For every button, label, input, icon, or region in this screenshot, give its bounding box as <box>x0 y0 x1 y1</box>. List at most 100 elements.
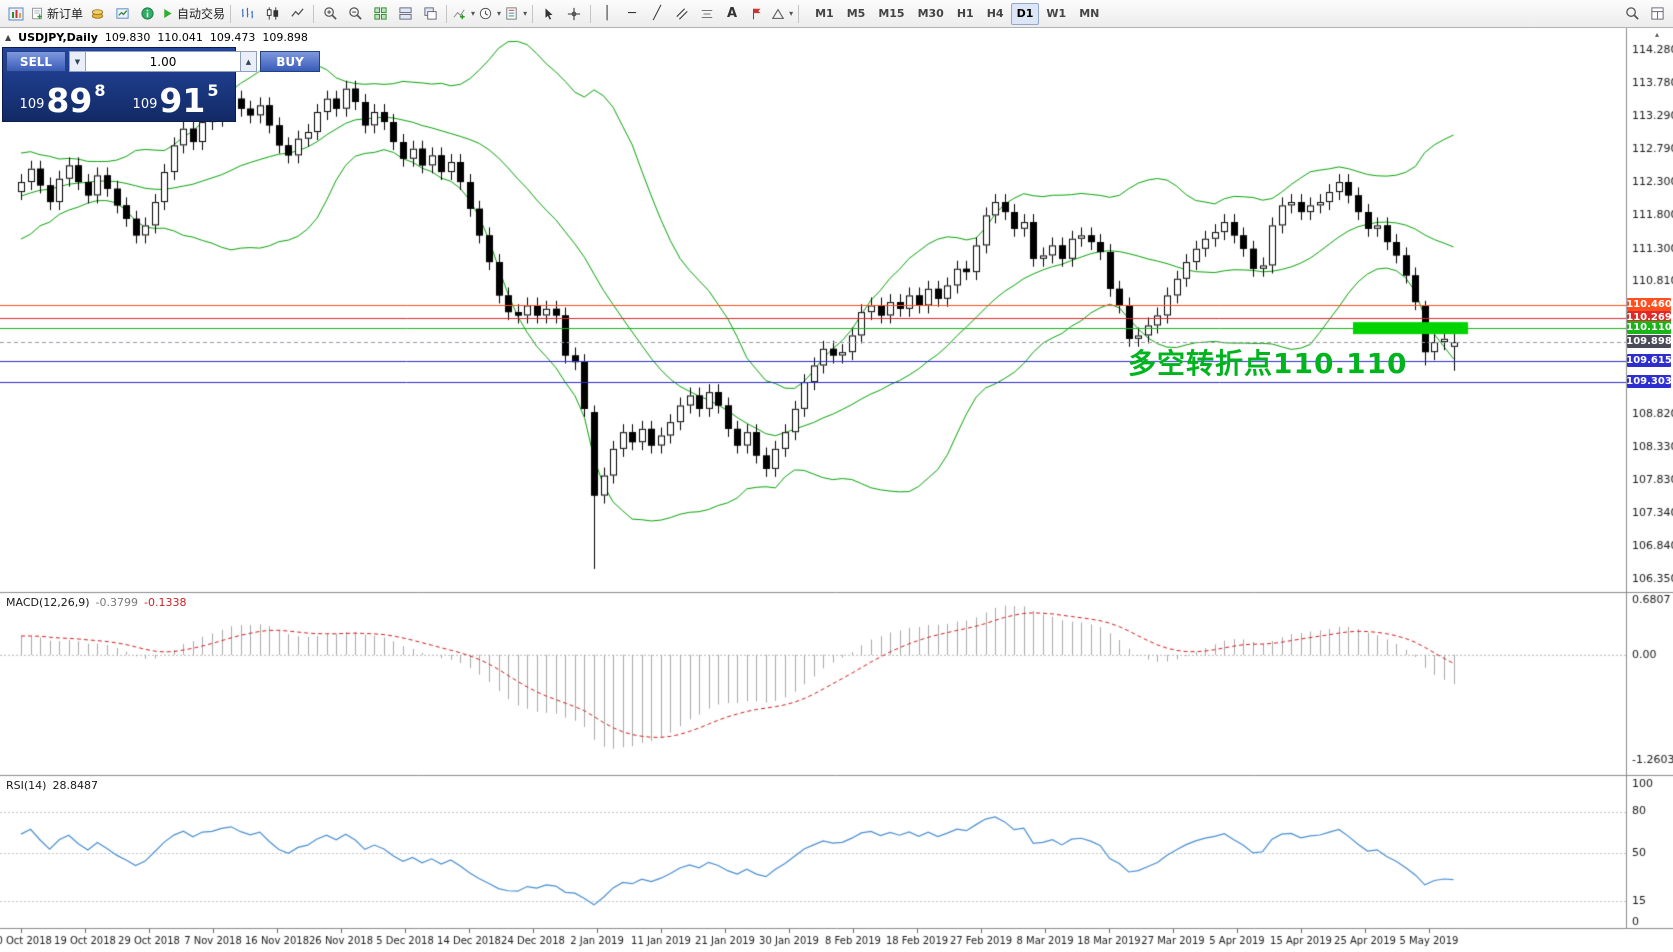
buy-button[interactable]: BUY <box>260 51 320 72</box>
rsi-name: RSI(14) <box>6 779 47 792</box>
price-tag-109.615: 109.615 <box>1626 354 1672 368</box>
periods-button[interactable]: ▾ <box>477 3 502 25</box>
new-order-icon <box>30 6 44 21</box>
indicators-icon <box>452 6 467 21</box>
timeframe-M5[interactable]: M5 <box>846 7 866 20</box>
horizontal-line-button[interactable]: ─ <box>620 3 644 25</box>
timeframe-M30[interactable]: M30 <box>917 7 944 20</box>
trendline-icon: ╱ <box>653 6 661 21</box>
timeframe-D1[interactable]: D1 <box>1010 2 1040 25</box>
toolbar-separator <box>590 4 592 23</box>
navigator-button[interactable] <box>135 3 159 25</box>
buy-price-main: 91 <box>159 80 206 120</box>
timeframe-group: M1 M5 M15 M30 H1 H4 D1 W1 MN <box>809 2 1105 25</box>
crosshair-button[interactable] <box>562 3 586 25</box>
market-watch-button[interactable] <box>85 3 109 25</box>
bar-chart-button[interactable] <box>235 3 259 25</box>
search-icon <box>1625 6 1640 21</box>
timeframe-W1[interactable]: W1 <box>1046 7 1067 20</box>
symbol-title: USDJPY,Daily <box>18 31 98 44</box>
candlestick-chart-button[interactable] <box>260 3 284 25</box>
vertical-line-icon: │ <box>603 6 611 21</box>
ohlc-high: 110.041 <box>157 31 203 44</box>
chart-window-icon <box>115 6 130 21</box>
timeframe-M1[interactable]: M1 <box>815 7 834 20</box>
clock-icon <box>478 6 493 21</box>
toolbar-separator <box>798 4 800 23</box>
auto-trading-label: 自动交易 <box>177 7 226 21</box>
price-tag-109.898: 109.898 <box>1626 335 1672 349</box>
zoom-out-button[interactable] <box>343 3 367 25</box>
trendline-button[interactable]: ╱ <box>645 3 669 25</box>
data-window-button[interactable] <box>110 3 134 25</box>
macd-label-row: MACD(12,26,9) -0.3799 -0.1338 <box>6 596 186 609</box>
auto-arrange-button[interactable] <box>368 3 392 25</box>
symbol-info-line: ▲ USDJPY,Daily 109.830 110.041 109.473 1… <box>5 31 308 44</box>
scale-marker-icon[interactable]: ▴ <box>1655 30 1660 39</box>
main-toolbar: 新订单 自动交易 <box>0 0 1673 28</box>
ohlc-low: 109.473 <box>209 31 256 44</box>
crosshair-icon <box>567 7 581 21</box>
volume-input[interactable] <box>86 51 240 72</box>
horizontal-line-icon: ─ <box>628 6 636 21</box>
indicators-button[interactable]: ▾ <box>451 3 476 25</box>
timeframe-H4[interactable]: H4 <box>986 7 1004 20</box>
toolbar-separator <box>313 4 315 23</box>
new-order-button[interactable]: 新订单 <box>29 3 84 25</box>
cascade-windows-icon <box>423 6 438 21</box>
coins-icon <box>90 6 105 21</box>
buy-price[interactable]: 109 91 5 <box>119 72 232 118</box>
macd-main-value: -0.3799 <box>95 596 139 609</box>
info-icon <box>140 6 155 21</box>
one-click-collapse-icon[interactable]: ▲ <box>5 33 12 42</box>
timeframe-MN[interactable]: MN <box>1079 7 1100 20</box>
sell-price-prefix: 109 <box>19 97 45 112</box>
turning-point-annotation: 多空转折点110.110 <box>1128 347 1408 380</box>
auto-trading-button[interactable]: 自动交易 <box>160 3 226 25</box>
cursor-icon <box>542 7 556 21</box>
price-tag-container: 110.460 110.269 110.110 109.898 109.615 109.3… <box>1626 0 1672 952</box>
templates-button[interactable]: ▾ <box>503 3 528 25</box>
text-icon: A <box>727 6 738 21</box>
mt4-logo-icon <box>8 7 24 20</box>
text-button[interactable]: A <box>720 3 744 25</box>
cursor-button[interactable] <box>537 3 561 25</box>
template-icon <box>504 6 519 21</box>
zoom-in-button[interactable] <box>318 3 342 25</box>
fibonacci-button[interactable] <box>695 3 719 25</box>
price-tag-110.460: 110.460 <box>1626 297 1672 311</box>
price-tag-110.110: 110.110 <box>1626 321 1672 335</box>
line-chart-button[interactable] <box>285 3 309 25</box>
volume-stepper: ▼ ▲ <box>69 51 257 72</box>
zoom-in-icon <box>323 6 338 21</box>
shapes-button[interactable]: ▾ <box>770 3 794 25</box>
price-tag-110.269: 110.269 <box>1626 310 1672 324</box>
toolbar-separator <box>532 4 534 23</box>
candlestick-chart-icon <box>265 6 280 21</box>
chevron-down-icon: ▾ <box>789 9 794 18</box>
vertical-line-button[interactable]: │ <box>595 3 619 25</box>
layout-button[interactable] <box>1645 3 1669 25</box>
channel-button[interactable] <box>670 3 694 25</box>
search-button[interactable] <box>1620 3 1644 25</box>
sell-button[interactable]: SELL <box>6 51 66 72</box>
shapes-icon <box>771 7 785 21</box>
sell-price-sup: 8 <box>94 81 106 100</box>
volume-up-button[interactable]: ▲ <box>240 51 257 72</box>
tile-windows-button[interactable] <box>393 3 417 25</box>
tile-windows-icon <box>398 6 413 21</box>
volume-down-button[interactable]: ▼ <box>69 51 86 72</box>
timeframe-H1[interactable]: H1 <box>956 7 974 20</box>
label-button[interactable] <box>745 3 769 25</box>
sell-price-main: 89 <box>46 80 93 120</box>
flag-icon <box>750 7 764 21</box>
cascade-windows-button[interactable] <box>418 3 442 25</box>
window-layout-icon <box>1650 6 1665 21</box>
macd-name: MACD(12,26,9) <box>6 596 90 609</box>
line-chart-icon <box>290 6 305 21</box>
timeframe-M15[interactable]: M15 <box>878 7 905 20</box>
toolbar-separator <box>446 4 448 23</box>
sell-price[interactable]: 109 89 8 <box>6 72 119 118</box>
